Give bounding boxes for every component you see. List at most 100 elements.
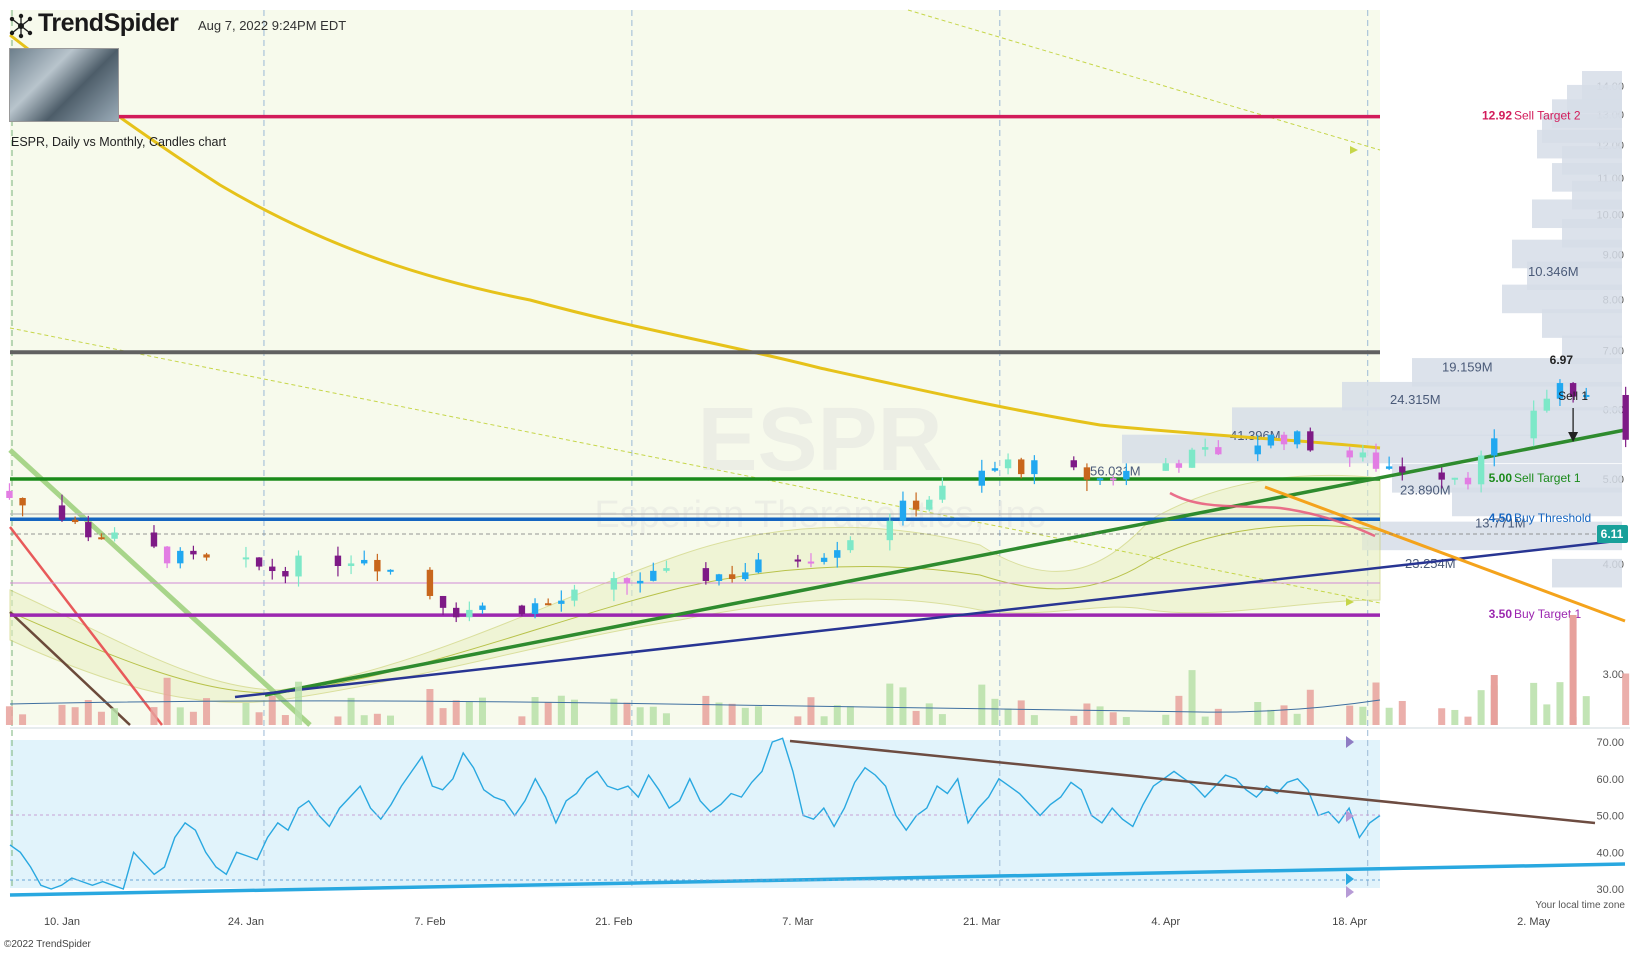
date-tick-label: 21. Feb: [595, 916, 632, 928]
current-price-tag: 6.11: [1597, 525, 1628, 543]
volume-bar: [1162, 714, 1170, 725]
rsi-trend-brown: [789, 739, 1596, 825]
date-tick-label: 7. Feb: [414, 916, 445, 928]
volume-bar: [978, 684, 986, 725]
volume-bar: [1017, 700, 1025, 725]
candle-body: [847, 540, 854, 551]
volume-bar: [84, 699, 92, 725]
marker-upper: [1350, 146, 1358, 154]
candle-body: [426, 569, 434, 596]
volume-bar: [71, 707, 79, 725]
volume-bar: [1372, 682, 1380, 725]
candle-body: [1477, 455, 1485, 485]
volume-bar: [347, 697, 355, 725]
volume-bar: [570, 699, 578, 725]
volume-bar: [1004, 708, 1012, 725]
candle-body: [1215, 447, 1222, 455]
volume-bar: [452, 700, 460, 725]
candle-body: [991, 468, 999, 471]
rsi-line: [9, 737, 1381, 890]
price-tick-label: 3.00: [1603, 669, 1624, 681]
date-tick-label: 7. Mar: [782, 916, 814, 928]
volume-bar: [295, 681, 303, 725]
volume-bar: [360, 715, 368, 725]
candle-body: [453, 607, 460, 618]
timezone-note: Your local time zone: [1535, 900, 1625, 911]
candle-body: [190, 550, 197, 555]
trendline-orange-down: [1264, 485, 1626, 623]
candle-body: [544, 603, 552, 606]
candle-body: [650, 570, 657, 581]
volume-profile-bar: [1232, 407, 1622, 436]
date-tick-label: 2. May: [1517, 916, 1551, 928]
volume-bar: [938, 714, 946, 725]
volume-bar: [1267, 709, 1275, 725]
candle-body: [269, 566, 276, 572]
candle-body: [1110, 478, 1117, 481]
volume-bar: [58, 704, 66, 725]
chart-description: ESPR, Daily vs Monthly, Candles chart: [11, 135, 227, 149]
candle-body: [886, 520, 894, 541]
volume-bar: [465, 701, 473, 725]
candle-body: [1070, 460, 1077, 468]
candle-body: [439, 595, 447, 608]
candle-body: [807, 561, 815, 564]
volume-bar: [19, 714, 27, 725]
candle-body: [1451, 477, 1459, 480]
candle-body: [1346, 450, 1353, 458]
volume-bar: [610, 698, 618, 725]
candle-body: [531, 603, 539, 614]
volume-bar: [1096, 706, 1104, 725]
candle-body: [1293, 431, 1301, 445]
volume-bar: [1280, 705, 1288, 725]
candle-body: [1031, 460, 1038, 475]
volume-profile-label: 23.890M: [1400, 483, 1451, 498]
volume-bar: [1254, 702, 1262, 725]
candle-body: [1464, 477, 1472, 485]
candle-body: [1280, 434, 1288, 445]
candle-body: [1254, 445, 1261, 455]
candle-body: [834, 550, 841, 558]
candle-body: [1188, 449, 1196, 468]
candle-body: [978, 470, 985, 486]
volume-bar: [728, 703, 736, 725]
volume-bar: [1070, 715, 1078, 725]
price-level-value: 6.97: [1550, 353, 1574, 367]
watermark-ticker: ESPR: [697, 390, 942, 490]
price-level-value: 12.92: [1482, 109, 1512, 123]
candle-body: [334, 555, 342, 566]
price-level-value: 5.00: [1489, 471, 1513, 485]
volume-bar: [111, 708, 119, 725]
candle-body: [282, 571, 289, 577]
volume-bar: [912, 710, 920, 725]
rsi-tick-label: 70.00: [1596, 737, 1624, 749]
volume-bar: [991, 698, 999, 725]
candle-body: [1622, 394, 1629, 440]
header-datetime: Aug 7, 2022 9:24PM EDT: [198, 18, 347, 33]
volume-profile-bar: [1542, 309, 1622, 338]
rsi-tick-label: 60.00: [1596, 774, 1624, 786]
volume-bar: [1385, 707, 1393, 725]
volume-bar: [281, 715, 289, 725]
candle-body: [794, 559, 802, 562]
watermark: ESPR Esperion Therapeutics, Inc: [594, 390, 1045, 536]
volume-bar: [1188, 670, 1196, 725]
volume-bar: [1109, 712, 1117, 725]
candle-body: [912, 500, 920, 510]
annotation-sell-arrowhead: [1568, 432, 1579, 442]
volume-bar: [478, 697, 486, 725]
candle-body: [1123, 470, 1130, 480]
trendline-brown: [9, 611, 131, 726]
date-tick-label: 4. Apr: [1151, 916, 1180, 928]
trendline-red: [9, 526, 163, 726]
candle-body: [558, 600, 565, 604]
candle-body: [1004, 459, 1012, 469]
candle-body: [926, 499, 933, 510]
candle-body: [479, 605, 486, 610]
candle-body: [1491, 438, 1498, 456]
price-level-name: Sell Target 2: [1514, 109, 1581, 123]
volume-bar: [1464, 716, 1472, 725]
volume-bar: [636, 707, 644, 725]
volume-bar: [1293, 713, 1301, 725]
